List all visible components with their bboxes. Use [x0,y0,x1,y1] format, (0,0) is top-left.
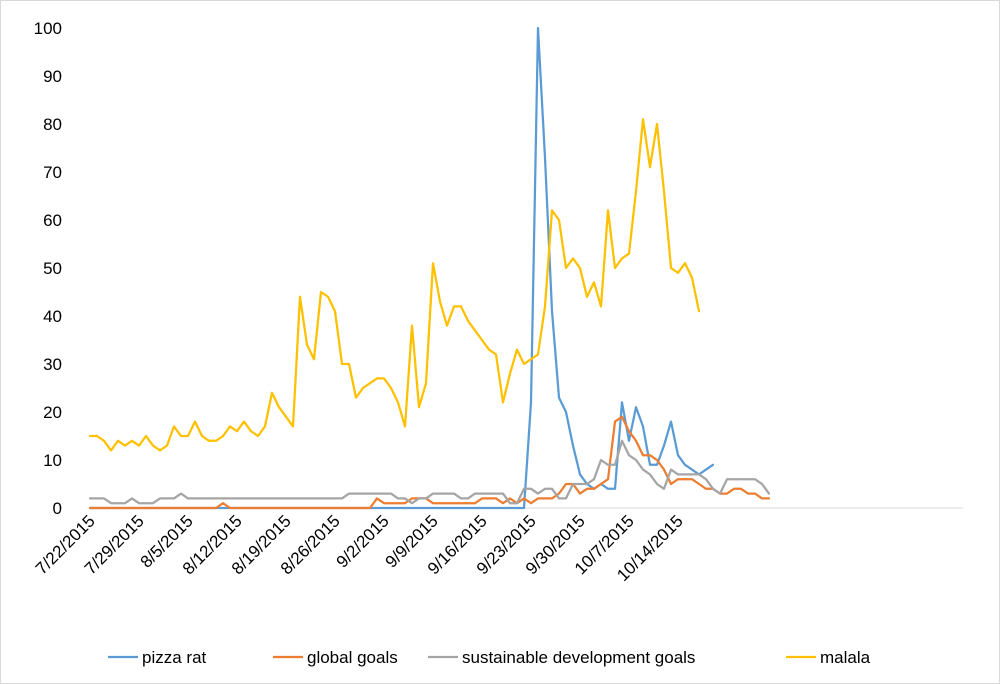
series-line-malala [88,118,701,452]
y-tick-label: 80 [43,115,62,134]
y-tick-label: 40 [43,307,62,326]
y-tick-label: 10 [43,451,62,470]
y-tick-label: 30 [43,355,62,374]
y-tick-label: 50 [43,259,62,278]
series-line-sustainable-development-goals [88,439,771,505]
x-axis-ticks: 7/22/20157/29/20158/5/20158/12/20158/19/… [32,511,687,585]
legend: pizza rat global goals sustainable develop… [108,648,871,667]
x-tick-label: 9/2/2015 [333,511,393,571]
legend-label-sustainable-development-goals: sustainable development goals [462,648,695,667]
legend-label-malala: malala [820,648,871,667]
y-tick-label: 60 [43,211,62,230]
series-line-global-goals [88,415,771,510]
y-tick-label: 20 [43,403,62,422]
y-tick-label: 90 [43,67,62,86]
legend-label-pizza-rat: pizza rat [142,648,207,667]
y-axis-ticks: 0 10 20 30 40 50 60 70 80 90 100 [34,19,62,518]
series-lines [88,26,771,510]
legend-label-global-goals: global goals [307,648,398,667]
y-tick-label: 100 [34,19,62,38]
y-tick-label: 0 [53,499,62,518]
y-tick-label: 70 [43,163,62,182]
